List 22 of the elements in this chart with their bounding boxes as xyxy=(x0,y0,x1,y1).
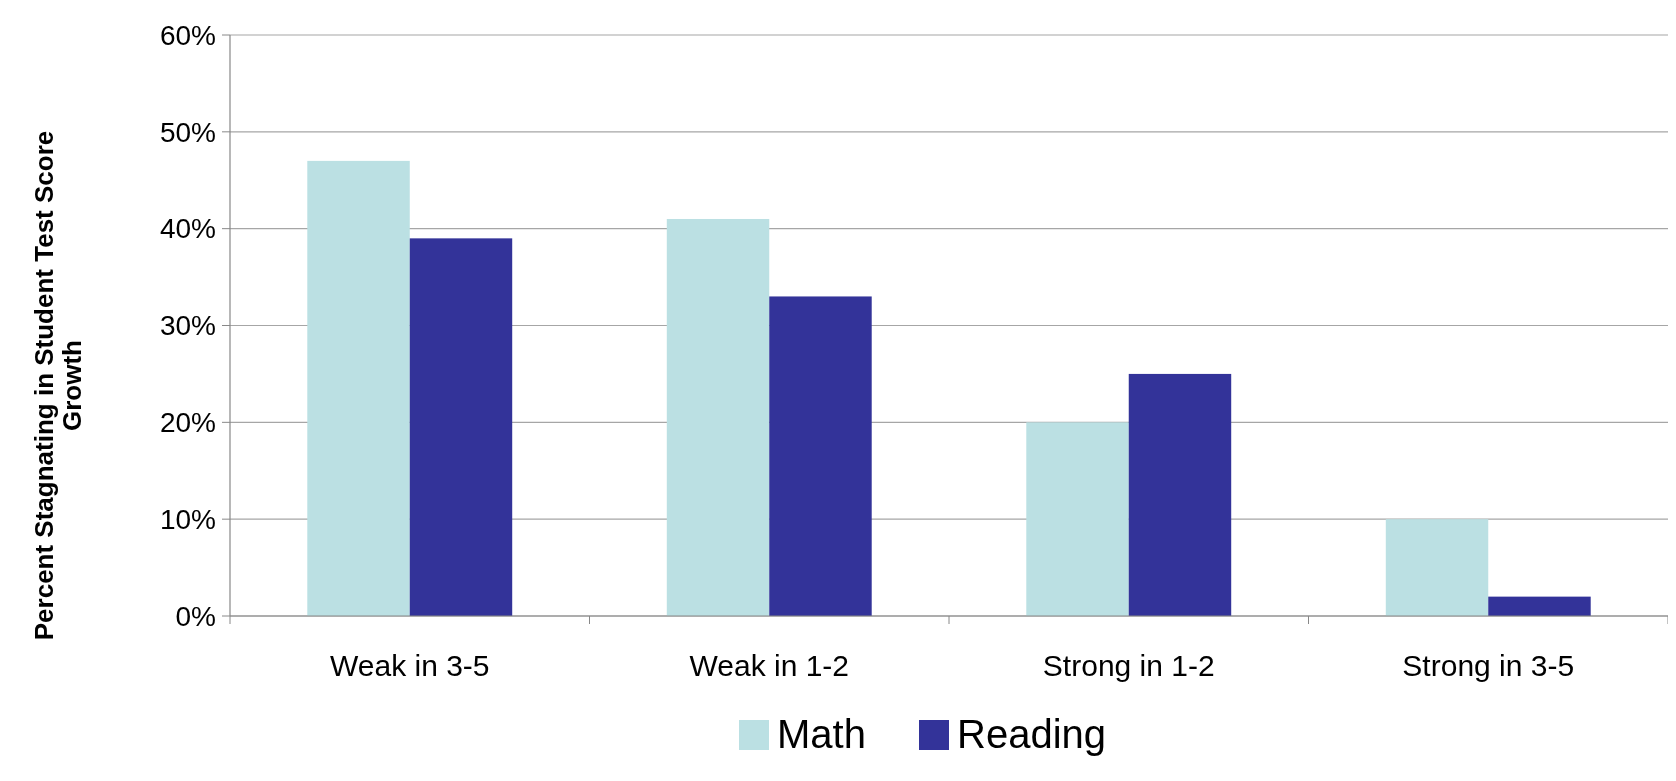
bar xyxy=(409,238,513,616)
bar xyxy=(1385,519,1489,616)
y-tick-label: 40% xyxy=(159,213,216,245)
y-axis-title: Percent Stagnating in Student Test Score Growth xyxy=(29,130,87,641)
bar xyxy=(1026,422,1129,616)
bar xyxy=(1488,596,1591,616)
bar xyxy=(769,296,872,616)
x-tick-label: Weak in 3-5 xyxy=(329,649,490,682)
legend-label: Reading xyxy=(957,712,1107,756)
x-tick-label: Strong in 3-5 xyxy=(1402,649,1575,682)
y-tick-label: 60% xyxy=(159,19,216,51)
y-tick-label: 50% xyxy=(159,116,216,148)
bar xyxy=(666,218,770,616)
bar xyxy=(307,160,410,616)
y-tick-label: 0% xyxy=(175,600,216,632)
x-tick-label: Weak in 1-2 xyxy=(689,649,850,682)
y-tick-label: 20% xyxy=(159,407,216,439)
bar xyxy=(1128,373,1232,616)
legend-label: Math xyxy=(777,712,866,756)
y-tick-label: 30% xyxy=(159,310,216,342)
x-tick-label: Strong in 1-2 xyxy=(1042,649,1215,682)
y-tick-label: 10% xyxy=(159,503,216,535)
